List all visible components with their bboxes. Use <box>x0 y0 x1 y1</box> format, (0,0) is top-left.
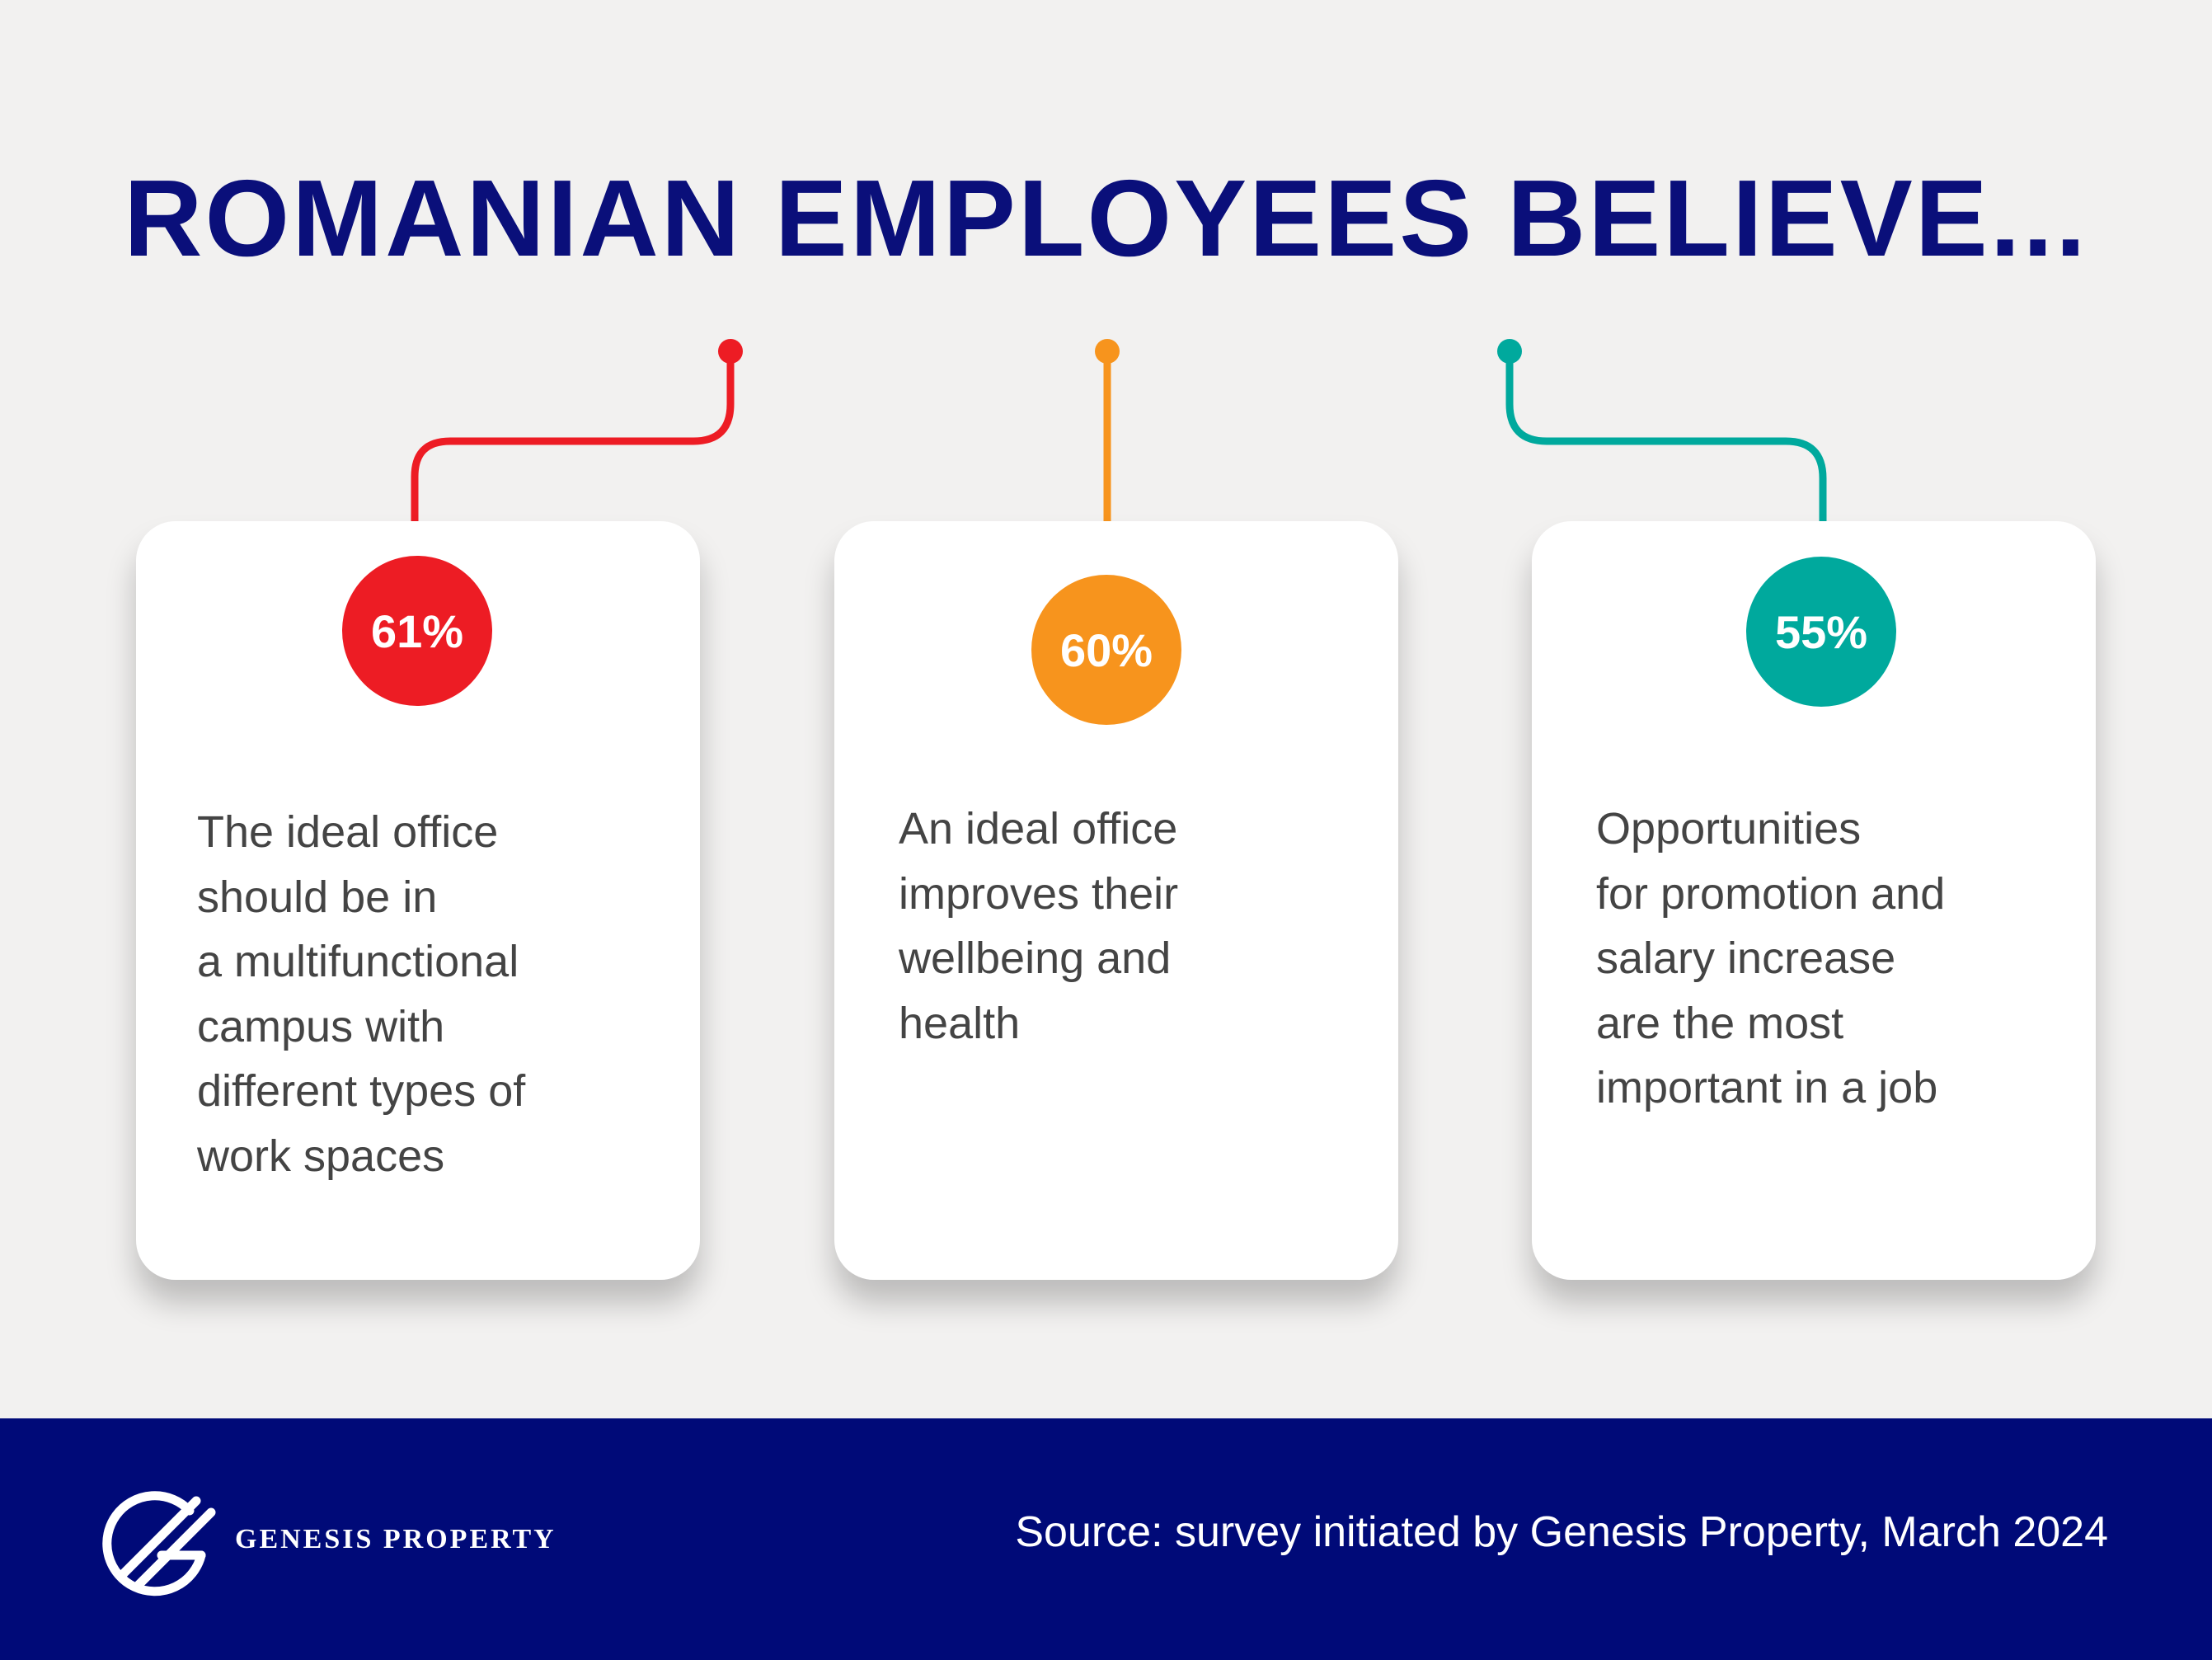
stat-text-2: An ideal office improves their wellbeing… <box>899 804 1179 1048</box>
connector-dot-teal <box>1497 339 1522 364</box>
brand-name: GENESIS PROPERTY <box>235 1524 557 1554</box>
stat-card-1: The ideal office should be in a multifun… <box>136 521 700 1280</box>
connector-dot-red <box>718 339 743 364</box>
stat-badge-2: 60% <box>1031 575 1181 725</box>
stat-text-1: The ideal office should be in a multifun… <box>197 807 526 1181</box>
connector-dot-orange <box>1095 339 1120 364</box>
connector-teal <box>1505 347 1827 573</box>
stat-badge-3: 55% <box>1746 557 1896 707</box>
page-title: ROMANIAN EMPLOYEES BELIEVE... <box>124 158 2088 279</box>
connector-red <box>411 347 735 573</box>
stat-text-3: Opportunities for promotion and salary i… <box>1596 804 1946 1112</box>
stat-badge-1: 61% <box>342 556 492 706</box>
genesis-g-logo-icon <box>102 1491 216 1597</box>
footer-bar: GENESIS PROPERTY Source: survey initiate… <box>0 1418 2212 1660</box>
source-note: Source: survey initiated by Genesis Prop… <box>1015 1508 2108 1556</box>
connector-lines <box>411 339 1827 585</box>
stat-card-3: Opportunities for promotion and salary i… <box>1532 521 2096 1280</box>
